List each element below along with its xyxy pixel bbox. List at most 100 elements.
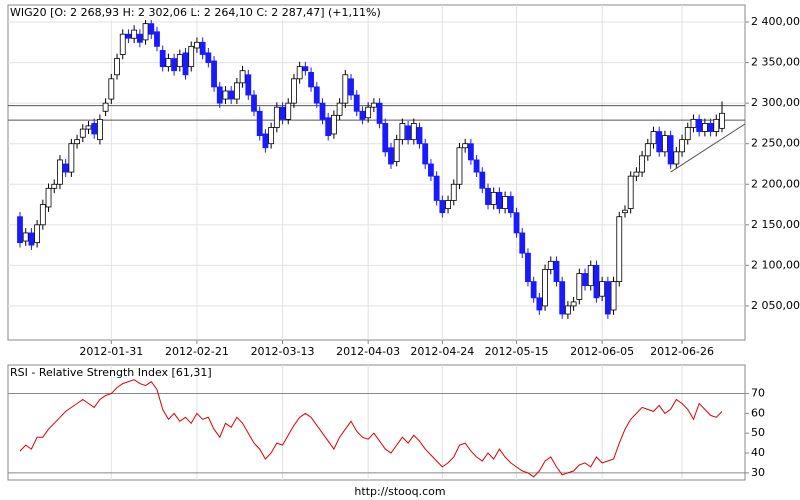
candle-body	[622, 209, 628, 214]
candle-body	[656, 131, 663, 153]
candle-body	[370, 102, 377, 108]
x-tick-label: 2012-02-21	[165, 345, 229, 358]
y-tick-label: 2 350,00	[751, 56, 800, 69]
candle-body	[439, 200, 446, 214]
candle-body	[108, 78, 115, 100]
candle-body	[507, 196, 514, 214]
y-tick-label: 2 150,00	[751, 218, 800, 231]
candle-body	[467, 143, 474, 161]
candle-body	[359, 110, 366, 120]
candle-body	[34, 224, 41, 244]
candle-body	[679, 139, 685, 153]
candle-body	[205, 52, 212, 63]
x-tick-label: 2012-04-24	[410, 345, 474, 358]
candle-body	[639, 155, 645, 173]
candle-body	[22, 232, 29, 242]
x-tick-label: 2012-03-13	[251, 345, 315, 358]
candle-body	[365, 106, 372, 119]
candle-body	[39, 204, 46, 226]
price-panel	[7, 4, 746, 341]
candle-body	[97, 118, 103, 141]
chart-title: WIG20 [O: 2 268,93 H: 2 302,06 L: 2 264,…	[10, 6, 381, 19]
candle-body	[719, 112, 725, 129]
candle-body	[342, 74, 349, 104]
x-tick-label: 2012-01-31	[79, 345, 143, 358]
candle-body	[136, 33, 143, 43]
candle-body	[701, 123, 708, 132]
candle-body	[57, 159, 63, 185]
candle-body	[313, 86, 320, 104]
candle-body	[502, 196, 509, 209]
candle-body	[119, 33, 126, 55]
candle-body	[416, 127, 423, 145]
candle-body	[565, 305, 571, 315]
candle-body	[610, 281, 617, 311]
candle-body	[525, 252, 531, 282]
candle-body	[251, 94, 257, 112]
candle-body	[211, 60, 217, 88]
candle-body	[199, 41, 206, 55]
y-tick-label: 60	[751, 406, 765, 419]
candle-body	[587, 264, 594, 287]
candle-body	[393, 139, 400, 162]
y-tick-label: 40	[751, 446, 765, 459]
candle-body	[553, 260, 560, 282]
trendline	[670, 123, 746, 173]
candle-body	[445, 200, 451, 209]
candle-body	[85, 125, 92, 130]
candle-body	[542, 269, 548, 307]
candle-body	[422, 143, 429, 165]
candle-body	[559, 281, 566, 315]
y-tick-label: 2 400,00	[751, 15, 800, 28]
candle-body	[599, 281, 606, 297]
candle-body	[239, 70, 246, 84]
candle-body	[673, 151, 680, 165]
candle-body	[325, 117, 332, 136]
candle-body	[382, 123, 389, 153]
y-tick-label: 2 050,00	[751, 299, 800, 312]
candle-body	[245, 74, 252, 96]
y-tick-label: 2 200,00	[751, 177, 800, 190]
candle-body	[194, 41, 200, 49]
candle-body	[662, 135, 668, 153]
candle-body	[593, 264, 600, 299]
candle-body	[376, 102, 383, 124]
candle-body	[536, 297, 543, 311]
candle-body	[285, 102, 292, 120]
y-tick-label: 2 250,00	[751, 137, 800, 150]
candle-body	[262, 133, 269, 149]
candle-body	[696, 118, 703, 132]
candle-body	[125, 33, 132, 39]
candle-body	[62, 163, 69, 173]
y-tick-label: 30	[751, 466, 765, 479]
candle-body	[479, 171, 486, 189]
candle-body	[256, 110, 263, 136]
candle-body	[530, 281, 537, 299]
y-tick-label: 50	[751, 426, 765, 439]
candle-body	[633, 171, 640, 177]
candle-body	[582, 273, 588, 287]
candle-body	[450, 183, 457, 201]
candle-body	[667, 135, 674, 165]
candle-body	[159, 50, 166, 68]
candle-body	[142, 23, 149, 41]
candle-body	[51, 183, 58, 189]
candle-body	[154, 31, 160, 47]
candle-body	[165, 58, 172, 68]
candle-body	[222, 90, 229, 100]
candle-body	[388, 147, 394, 165]
candle-body	[228, 90, 235, 100]
candle-body	[473, 159, 480, 173]
candle-body	[171, 58, 177, 72]
candle-body	[428, 163, 434, 177]
candle-body	[102, 102, 109, 112]
candle-body	[91, 123, 98, 135]
candle-body	[45, 187, 52, 208]
candle-body	[547, 260, 554, 270]
candle-body	[17, 216, 23, 244]
candle-body	[405, 125, 411, 141]
candle-body	[650, 131, 657, 145]
candle-body	[462, 143, 469, 149]
candle-body	[456, 147, 463, 185]
